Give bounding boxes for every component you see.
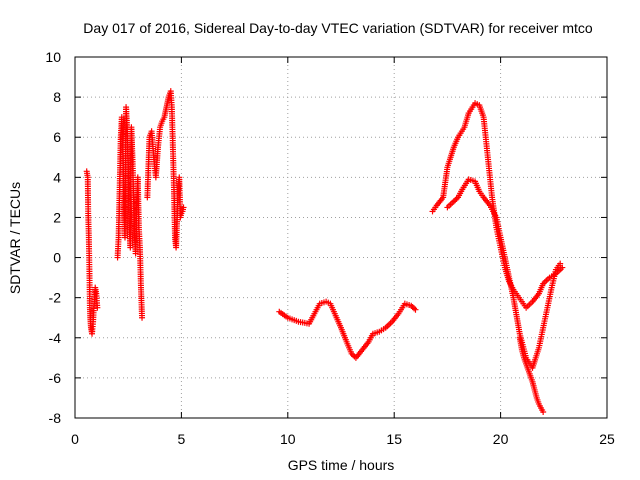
data-point [540, 408, 547, 415]
x-tick-label: 25 [599, 431, 615, 447]
y-tick-label: -2 [49, 290, 62, 306]
series-track-17-23h-lower [444, 176, 564, 371]
x-tick-label: 10 [280, 431, 296, 447]
series-track-21-22h-drop [516, 334, 547, 415]
x-tick-label: 0 [71, 431, 79, 447]
data-point [557, 260, 564, 267]
data-point [139, 314, 146, 321]
series-track-10-16h [276, 298, 419, 361]
y-tick-label: 8 [53, 89, 61, 105]
grid-lines [75, 57, 607, 418]
y-tick-labels: -8 -6 -4 -2 0 2 4 6 8 10 [45, 49, 61, 426]
y-tick-label: -4 [49, 330, 62, 346]
series-cluster-3.5-5h [144, 88, 187, 251]
data-point [180, 204, 187, 211]
y-tick-label: 4 [53, 169, 61, 185]
x-tick-labels: 0 5 10 15 20 25 [71, 431, 615, 447]
y-axis-label: SDTVAR / TECUs [7, 182, 23, 294]
plot-frame [74, 56, 608, 419]
y-tick-label: 2 [53, 209, 61, 225]
y-tick-label: -8 [49, 410, 62, 426]
x-tick-label: 15 [386, 431, 402, 447]
series-cluster-0.6h [83, 168, 101, 337]
x-axis-label: GPS time / hours [288, 457, 395, 473]
y-tick-label: 6 [53, 129, 61, 145]
x-tick-label: 20 [493, 431, 509, 447]
y-tick-label: 0 [53, 250, 61, 266]
chart-title: Day 017 of 2016, Sidereal Day-to-day VTE… [83, 20, 593, 36]
y-tick-label: 10 [45, 49, 61, 65]
data-points [83, 88, 566, 415]
data-point [94, 304, 101, 311]
series-cluster-2-3h [114, 104, 146, 321]
x-tick-label: 5 [178, 431, 186, 447]
y-tick-label: -6 [49, 370, 62, 386]
data-point [412, 306, 419, 313]
